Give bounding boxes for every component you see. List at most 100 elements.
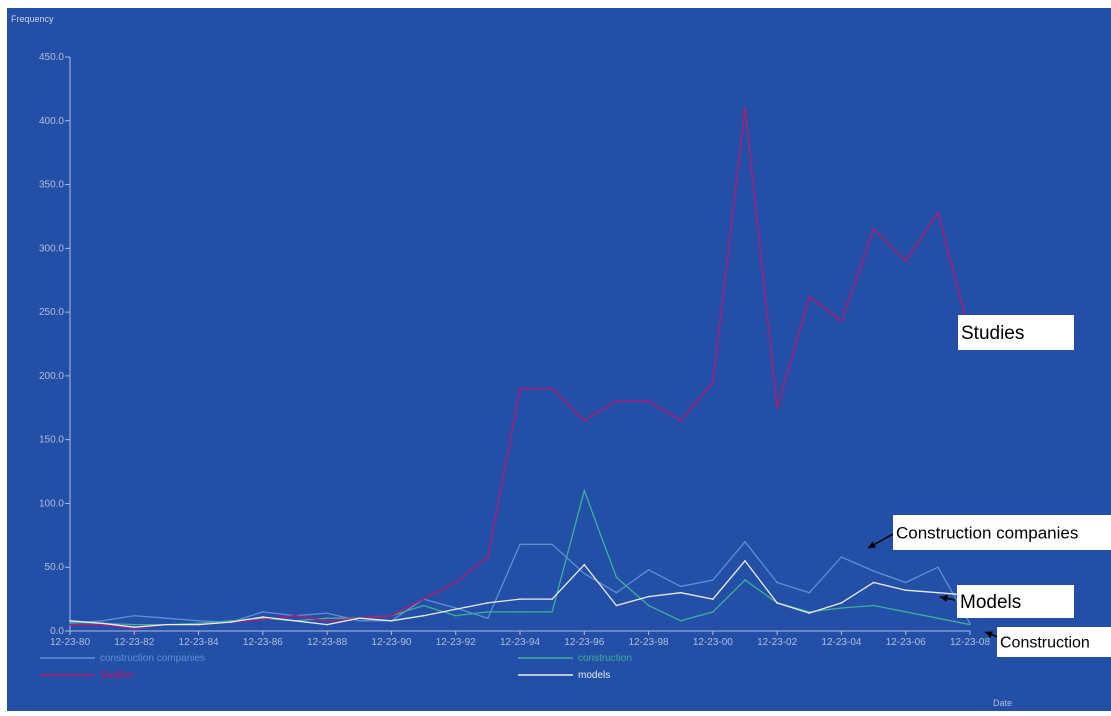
- data-point: [422, 598, 425, 600]
- data-point: [679, 591, 682, 594]
- annotation-label: Models: [960, 592, 1021, 613]
- data-point: [712, 598, 714, 600]
- data-point: [937, 591, 939, 594]
- data-point: [101, 623, 103, 626]
- data-point: [519, 387, 521, 390]
- legend-label: Studies: [100, 670, 133, 681]
- data-point: [969, 623, 971, 626]
- data-point: [519, 598, 521, 600]
- annotations: Studies Construction companies Models Const…: [867, 315, 1111, 657]
- data-point: [294, 619, 296, 622]
- data-point: [744, 560, 746, 562]
- data-point: [744, 540, 746, 543]
- annotation-arrowhead: [985, 631, 993, 638]
- x-tick-label: 12-23-80: [50, 637, 90, 648]
- x-tick-label: 12-23-02: [757, 637, 797, 648]
- data-point: [583, 489, 586, 492]
- data-point: [519, 611, 521, 613]
- data-point: [808, 591, 811, 594]
- data-point: [712, 579, 714, 581]
- annotation-box: [958, 315, 1074, 350]
- data-point: [390, 619, 393, 622]
- data-point: [229, 619, 232, 622]
- x-tick-label: 12-23-00: [693, 637, 733, 648]
- x-tick-label: 12-23-82: [114, 637, 154, 648]
- data-point: [101, 622, 103, 625]
- data-point: [487, 556, 489, 558]
- data-point: [808, 612, 811, 614]
- data-point: [583, 563, 586, 566]
- x-tick-label: 12-23-06: [886, 637, 926, 648]
- x-tick-label: 12-23-94: [500, 637, 540, 648]
- annotation-box: [957, 585, 1074, 618]
- x-tick-label: 12-23-98: [629, 637, 669, 648]
- annotation-box: [893, 515, 1111, 550]
- data-point: [454, 608, 457, 611]
- data-point: [422, 604, 425, 607]
- data-point: [454, 607, 457, 609]
- annotation-label: Construction: [1000, 635, 1090, 652]
- annotation-arrowhead: [868, 541, 876, 548]
- data-point: [969, 622, 971, 625]
- data-point: [133, 626, 136, 628]
- x-tick-label: 12-23-04: [821, 637, 861, 648]
- data-point: [840, 607, 843, 609]
- data-point: [197, 623, 200, 626]
- data-point: [744, 579, 746, 581]
- x-tick-label: 12-23-86: [243, 637, 283, 648]
- y-tick-label: 400.0: [39, 116, 64, 127]
- data-point: [519, 543, 521, 546]
- series-group: [69, 107, 971, 630]
- y-tick-label: 300.0: [39, 243, 64, 254]
- legend: construction companies construction Studie…: [40, 653, 632, 681]
- data-point: [69, 623, 71, 626]
- data-point: [262, 616, 264, 618]
- data-point: [744, 107, 746, 109]
- data-point: [647, 568, 650, 571]
- data-point: [197, 619, 200, 622]
- data-point: [647, 595, 650, 598]
- data-point: [551, 611, 553, 613]
- data-point: [904, 611, 907, 613]
- data-point: [326, 623, 328, 626]
- data-point: [69, 622, 71, 625]
- data-point: [840, 556, 843, 558]
- annotation-arrowhead: [940, 595, 948, 602]
- data-point: [101, 619, 103, 622]
- data-point: [69, 621, 71, 623]
- data-point: [679, 419, 682, 422]
- data-point: [551, 387, 553, 390]
- data-point: [904, 260, 907, 262]
- y-tick-label: 200.0: [39, 371, 64, 382]
- data-point: [904, 581, 907, 584]
- annotation-label: Studies: [961, 323, 1024, 344]
- data-point: [647, 604, 650, 607]
- data-point: [551, 598, 553, 600]
- data-point: [165, 617, 168, 620]
- data-point: [679, 619, 682, 622]
- data-point: [712, 611, 714, 613]
- data-point: [872, 570, 875, 572]
- data-point: [615, 400, 618, 403]
- data-point: [615, 576, 618, 579]
- data-point: [133, 627, 136, 630]
- data-point: [937, 617, 939, 620]
- data-point: [679, 585, 682, 588]
- data-point: [872, 604, 875, 607]
- data-point: [326, 617, 328, 620]
- data-point: [583, 419, 586, 422]
- legend-label: construction companies: [100, 653, 205, 664]
- y-tick-label: 100.0: [39, 498, 64, 509]
- data-point: [487, 602, 489, 604]
- data-point: [840, 320, 843, 322]
- data-point: [69, 619, 71, 622]
- data-point: [358, 617, 361, 620]
- data-point: [262, 618, 264, 621]
- data-point: [133, 623, 136, 626]
- data-point: [487, 617, 489, 620]
- data-point: [262, 617, 264, 620]
- legend-label: construction: [578, 653, 632, 664]
- data-point: [551, 543, 553, 546]
- data-point: [262, 611, 264, 613]
